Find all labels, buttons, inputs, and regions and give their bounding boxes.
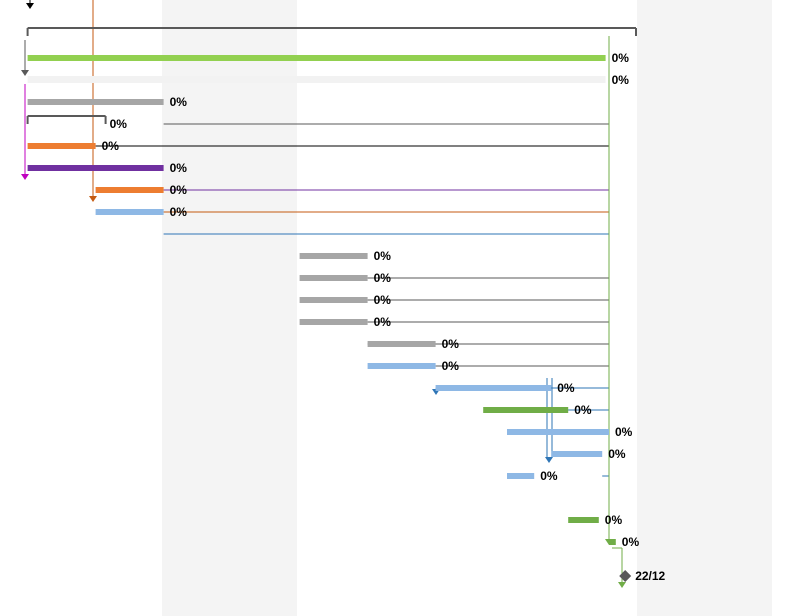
task-bar	[435, 385, 552, 391]
task-bar	[507, 473, 535, 479]
progress-label: 0%	[170, 205, 188, 219]
task-bar	[27, 165, 164, 171]
task-bar	[27, 143, 96, 149]
dependency-links	[21, 0, 626, 588]
task-bar	[299, 253, 368, 259]
progress-label: 0%	[170, 183, 188, 197]
task-bar	[367, 341, 436, 347]
progress-label: 0%	[102, 139, 120, 153]
progress-label: 0%	[442, 337, 460, 351]
task-bar	[95, 187, 164, 193]
milestone-diamond	[619, 570, 632, 582]
progress-label: 0%	[612, 51, 630, 65]
task-bar	[609, 539, 616, 545]
progress-label: 0%	[170, 161, 188, 175]
task-bar	[95, 209, 164, 215]
task-bar	[299, 297, 368, 303]
arrow-head	[618, 582, 626, 588]
weekend-shade	[637, 0, 787, 616]
task-bar	[568, 517, 599, 523]
progress-label: 0%	[374, 293, 392, 307]
progress-label: 0%	[612, 73, 630, 87]
task-bar	[507, 429, 609, 435]
row-band	[27, 76, 606, 83]
milestone-date-label: 22/12	[635, 569, 665, 583]
progress-label: 0%	[170, 95, 188, 109]
progress-labels: 0% 0% 0% 0% 0% 0% 0% 0% 0% 0% 0% 0% 0% 0% 0% 0% 0% 0% 0% 0%…	[102, 51, 666, 583]
progress-label: 0%	[557, 381, 575, 395]
progress-label: 0%	[622, 535, 640, 549]
progress-label: 0%	[374, 249, 392, 263]
progress-label: 0%	[574, 403, 592, 417]
progress-label: 0%	[374, 315, 392, 329]
task-bar	[299, 319, 368, 325]
progress-label: 0%	[615, 425, 633, 439]
task-bar	[299, 275, 368, 281]
progress-label: 0%	[374, 271, 392, 285]
weekend-shade	[162, 0, 297, 616]
arrow-head	[21, 174, 29, 180]
progress-label: 0%	[540, 469, 558, 483]
task-bar	[483, 407, 569, 413]
progress-label: 0%	[605, 513, 623, 527]
progress-label: 0%	[442, 359, 460, 373]
task-bar	[27, 99, 164, 105]
arrow-head	[21, 70, 29, 76]
arrow-head	[89, 196, 97, 202]
timeline-background	[162, 0, 787, 616]
progress-label: 0%	[608, 447, 626, 461]
arrow-head	[545, 457, 553, 463]
task-bar	[27, 55, 606, 61]
task-bar	[551, 451, 603, 457]
task-bar	[367, 363, 436, 369]
right-gutter	[772, 0, 787, 616]
task-bars	[26, 27, 637, 582]
arrow-head	[26, 3, 34, 9]
progress-label: 0%	[110, 117, 128, 131]
